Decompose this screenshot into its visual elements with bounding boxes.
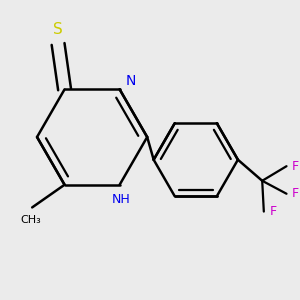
Text: NH: NH: [112, 193, 130, 206]
Text: F: F: [292, 160, 299, 173]
Text: F: F: [292, 187, 299, 200]
Text: S: S: [53, 22, 63, 37]
Text: F: F: [269, 205, 277, 218]
Text: CH₃: CH₃: [20, 215, 41, 225]
Text: N: N: [126, 74, 136, 88]
